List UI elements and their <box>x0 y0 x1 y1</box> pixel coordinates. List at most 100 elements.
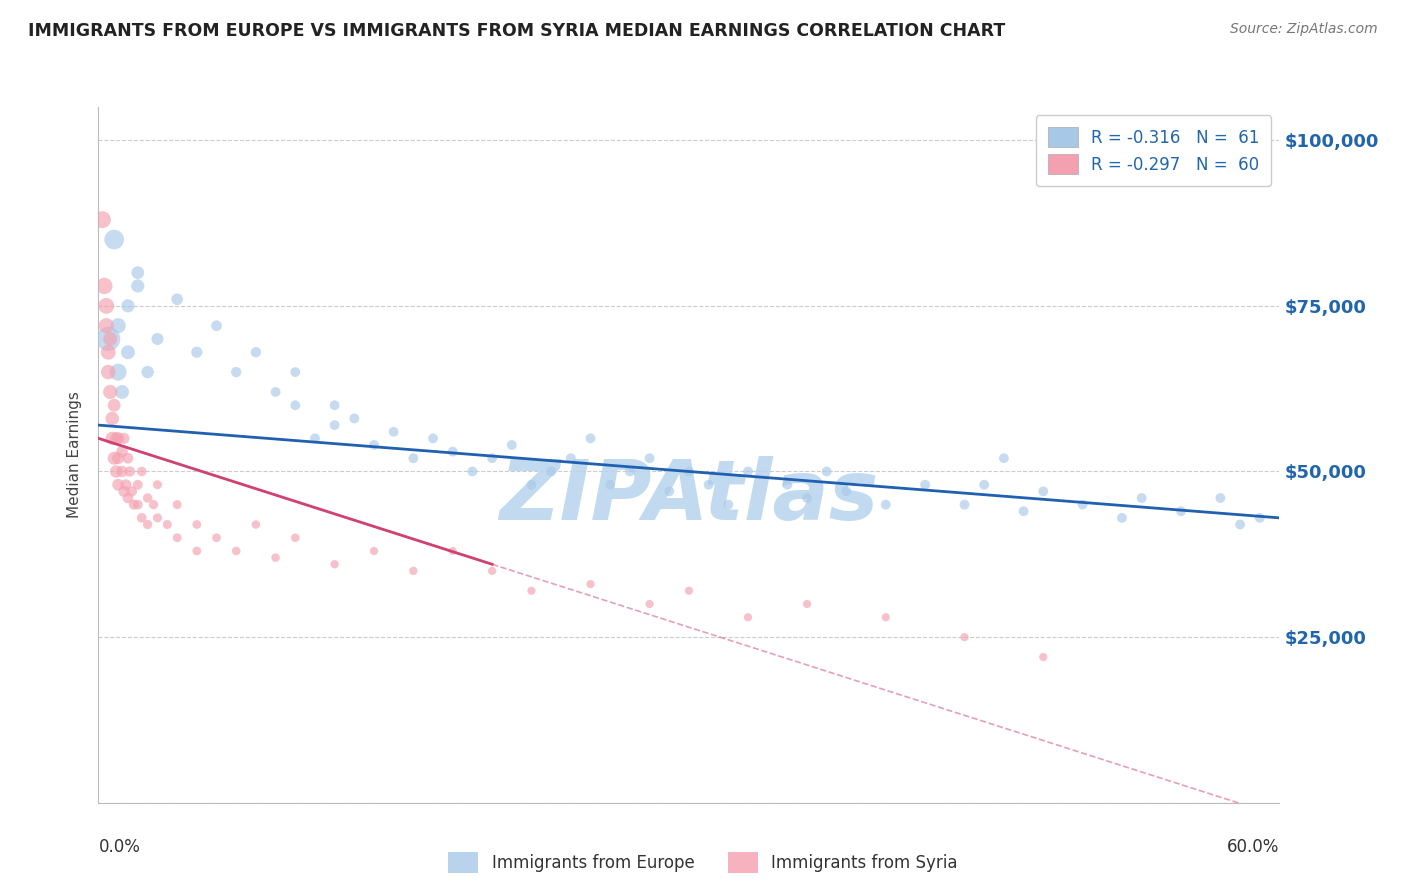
Point <box>136 491 159 505</box>
Point <box>441 444 464 458</box>
Point <box>156 517 179 532</box>
Point <box>717 498 740 512</box>
Text: 0.0%: 0.0% <box>98 838 141 855</box>
Point <box>105 431 128 445</box>
Point <box>501 438 523 452</box>
Point <box>697 477 720 491</box>
Point <box>284 531 307 545</box>
Point <box>127 266 149 280</box>
Point <box>304 431 326 445</box>
Text: ZIPAtlas: ZIPAtlas <box>499 456 879 537</box>
Point <box>875 610 897 624</box>
Point <box>382 425 405 439</box>
Point <box>1032 484 1054 499</box>
Point <box>142 498 165 512</box>
Point <box>953 498 976 512</box>
Point <box>402 564 425 578</box>
Point <box>186 544 208 558</box>
Point <box>914 477 936 491</box>
Point <box>284 365 307 379</box>
Point <box>1209 491 1232 505</box>
Point <box>284 398 307 412</box>
Point <box>579 577 602 591</box>
Point <box>105 465 128 479</box>
Point <box>422 431 444 445</box>
Point <box>835 484 858 499</box>
Point <box>323 558 346 572</box>
Point <box>1111 511 1133 525</box>
Point <box>111 444 134 458</box>
Point <box>1130 491 1153 505</box>
Point <box>205 318 228 333</box>
Text: IMMIGRANTS FROM EUROPE VS IMMIGRANTS FROM SYRIA MEDIAN EARNINGS CORRELATION CHAR: IMMIGRANTS FROM EUROPE VS IMMIGRANTS FRO… <box>28 22 1005 40</box>
Point <box>98 384 121 399</box>
Point <box>264 384 287 399</box>
Point <box>97 365 120 379</box>
Point <box>91 212 114 227</box>
Point <box>225 365 247 379</box>
Point <box>1170 504 1192 518</box>
Point <box>107 365 129 379</box>
Point <box>796 491 818 505</box>
Point <box>186 345 208 359</box>
Point <box>245 345 267 359</box>
Point <box>166 531 188 545</box>
Point <box>323 398 346 412</box>
Point <box>678 465 700 479</box>
Point <box>93 279 115 293</box>
Point <box>146 511 169 525</box>
Point <box>121 484 143 499</box>
Point <box>953 630 976 644</box>
Point <box>111 465 134 479</box>
Point <box>1071 498 1094 512</box>
Point <box>117 491 139 505</box>
Point <box>96 318 118 333</box>
Point <box>1229 517 1251 532</box>
Point <box>136 517 159 532</box>
Point <box>658 484 681 499</box>
Point <box>343 411 366 425</box>
Point <box>117 299 139 313</box>
Point <box>638 597 661 611</box>
Point <box>101 411 124 425</box>
Point <box>98 332 121 346</box>
Point <box>186 517 208 532</box>
Point <box>815 465 838 479</box>
Point <box>111 384 134 399</box>
Point <box>103 451 125 466</box>
Point <box>127 498 149 512</box>
Point <box>166 292 188 306</box>
Point <box>540 465 562 479</box>
Point <box>264 550 287 565</box>
Point <box>107 318 129 333</box>
Point <box>402 451 425 466</box>
Point <box>579 431 602 445</box>
Legend: Immigrants from Europe, Immigrants from Syria: Immigrants from Europe, Immigrants from … <box>441 846 965 880</box>
Point <box>117 451 139 466</box>
Point <box>678 583 700 598</box>
Text: 60.0%: 60.0% <box>1227 838 1279 855</box>
Point <box>103 398 125 412</box>
Point <box>146 477 169 491</box>
Point <box>122 498 145 512</box>
Point <box>118 465 141 479</box>
Point <box>131 465 153 479</box>
Point <box>103 233 125 247</box>
Point <box>1032 650 1054 665</box>
Point <box>127 279 149 293</box>
Text: Source: ZipAtlas.com: Source: ZipAtlas.com <box>1230 22 1378 37</box>
Point <box>619 465 641 479</box>
Point <box>225 544 247 558</box>
Point <box>107 477 129 491</box>
Point <box>245 517 267 532</box>
Point <box>131 511 153 525</box>
Point <box>875 498 897 512</box>
Point <box>363 544 385 558</box>
Point <box>599 477 621 491</box>
Legend: R = -0.316   N =  61, R = -0.297   N =  60: R = -0.316 N = 61, R = -0.297 N = 60 <box>1036 115 1271 186</box>
Point <box>481 451 503 466</box>
Point <box>1012 504 1035 518</box>
Point <box>127 477 149 491</box>
Point <box>97 345 120 359</box>
Point <box>993 451 1015 466</box>
